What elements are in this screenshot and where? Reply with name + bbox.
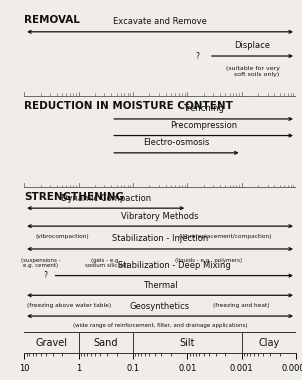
Text: Dynamic Compaction: Dynamic Compaction: [61, 194, 151, 203]
Text: (Vibroreplacement/compaction): (Vibroreplacement/compaction): [178, 234, 272, 239]
Text: Displace: Displace: [234, 41, 270, 51]
Text: REMOVAL: REMOVAL: [24, 14, 80, 25]
Text: Thermal: Thermal: [143, 281, 177, 290]
Text: STRENGTHENING: STRENGTHENING: [24, 192, 124, 201]
Text: Stabilization - Deep Mixing: Stabilization - Deep Mixing: [118, 261, 231, 270]
Text: (wide range of reinforcement, filter, and drainage applications): (wide range of reinforcement, filter, an…: [72, 323, 247, 328]
Text: (vibrocompaction): (vibrocompaction): [35, 234, 89, 239]
Text: Trenching: Trenching: [183, 105, 224, 113]
Text: Excavate and Remove: Excavate and Remove: [113, 17, 207, 26]
Text: (freezing and heat): (freezing and heat): [213, 303, 270, 308]
Text: Silt: Silt: [179, 338, 195, 348]
Text: (freezing above water table): (freezing above water table): [27, 303, 111, 308]
Text: Gravel: Gravel: [35, 338, 67, 348]
Text: Vibratory Methods: Vibratory Methods: [121, 212, 199, 221]
Text: (gels - e.g.,
sodium silicate): (gels - e.g., sodium silicate): [85, 258, 129, 268]
Text: REDUCTION IN MOISTURE CONTENT: REDUCTION IN MOISTURE CONTENT: [24, 101, 233, 111]
Text: Stabilization - Injection: Stabilization - Injection: [112, 234, 208, 244]
Text: Clay: Clay: [258, 338, 279, 348]
Text: (suitable for very
soft soils only): (suitable for very soft soils only): [226, 66, 280, 77]
Text: (liquids - e.g., polymers): (liquids - e.g., polymers): [175, 258, 243, 263]
Text: Electro-osmosis: Electro-osmosis: [143, 138, 210, 147]
Text: (suspensions -
e.g. cement): (suspensions - e.g. cement): [21, 258, 60, 268]
Text: Precompression: Precompression: [170, 121, 237, 130]
Text: Sand: Sand: [93, 338, 118, 348]
Text: ?: ?: [43, 271, 47, 280]
Text: Geosynthetics: Geosynthetics: [130, 301, 190, 310]
Text: ?: ?: [195, 52, 199, 60]
